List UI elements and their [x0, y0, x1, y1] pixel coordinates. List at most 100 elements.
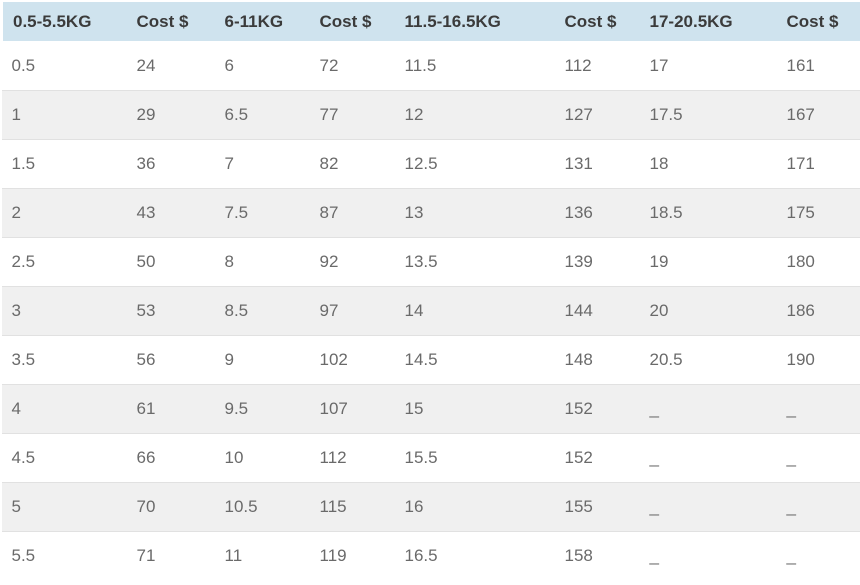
cost-cell: 61	[126, 384, 215, 434]
cost-cell: 119	[309, 531, 395, 580]
cost-cell: 112	[564, 56, 592, 75]
cost-cell: 87	[309, 188, 395, 238]
table-row: 2.5 50 8 92 13.5 139 19 180	[1, 237, 860, 287]
cost-cell: 92	[309, 237, 395, 287]
weight-cell: 2	[1, 188, 127, 238]
table-row: 4 61 9.5 107 15 152 _ _	[1, 384, 860, 434]
weight-cell: 13.5	[394, 237, 555, 287]
weight-cell: 16.5	[394, 531, 555, 580]
weight-cell: 0.5	[11, 56, 36, 75]
weight-cell: 13	[394, 188, 555, 238]
weight-cell: 4.5	[1, 433, 127, 483]
cost-cell: 112	[309, 433, 395, 483]
cost-cell: 102	[309, 335, 395, 385]
weight-cell: 6	[224, 56, 234, 75]
cost-cell: 136	[554, 188, 640, 238]
weight-cell: 20.5	[639, 335, 777, 385]
table-row: 4.5 66 10 112 15.5 152 _ _	[1, 433, 860, 483]
weight-cell: 15.5	[394, 433, 555, 483]
weight-cell: _	[639, 531, 777, 580]
cost-cell: 186	[776, 286, 860, 336]
cost-cell: 161	[786, 56, 815, 75]
weight-cell: 5.5	[1, 531, 127, 580]
weight-cell: 12.5	[394, 139, 555, 189]
cost-cell: 66	[126, 433, 215, 483]
cost-column-header: Cost $	[776, 0, 860, 42]
weight-cell: 14.5	[394, 335, 555, 385]
weight-cell: 7.5	[214, 188, 310, 238]
cost-cell: 97	[309, 286, 395, 336]
weight-cell: _	[639, 384, 777, 434]
table-row: 0.5 24 6 72 11.5 112 17 161	[2, 42, 860, 91]
cost-cell: 70	[126, 482, 215, 532]
weight-cell: _	[639, 433, 777, 483]
cost-column-header: Cost $	[126, 0, 215, 42]
cost-cell: 29	[126, 90, 215, 140]
cost-cell: 56	[126, 335, 215, 385]
weight-cell: 4	[1, 384, 127, 434]
table-row: 3.5 56 9 102 14.5 148 20.5 190	[1, 335, 860, 385]
weight-cell: 1.5	[1, 139, 127, 189]
weight-cell: 9.5	[214, 384, 310, 434]
weight-cell: 14	[394, 286, 555, 336]
cost-cell: 152	[554, 384, 640, 434]
weight-cell: _	[639, 482, 777, 532]
weight-range-column-header: 6-11KG	[214, 0, 310, 42]
table-row: 1 29 6.5 77 12 127 17.5 167	[1, 90, 860, 140]
cost-cell: 175	[776, 188, 860, 238]
cost-cell: 139	[554, 237, 640, 287]
cost-cell: 167	[776, 90, 860, 140]
cost-cell: 107	[309, 384, 395, 434]
weight-cell: 17.5	[639, 90, 777, 140]
cost-cell: 24	[136, 56, 156, 75]
weight-cell: 6.5	[214, 90, 310, 140]
weight-cell: 3.5	[1, 335, 127, 385]
cost-column-header: Cost $	[554, 0, 640, 42]
cost-cell: 77	[309, 90, 395, 140]
cost-cell: 53	[126, 286, 215, 336]
weight-cell: 1	[1, 90, 127, 140]
weight-cell: 2.5	[1, 237, 127, 287]
cost-cell: 152	[554, 433, 640, 483]
weight-cell: 18.5	[639, 188, 777, 238]
weight-range-column-header: 11.5-16.5KG	[394, 0, 555, 42]
weight-cell: 10.5	[214, 482, 310, 532]
weight-cell: 17	[649, 56, 669, 75]
weight-cell: 18	[639, 139, 777, 189]
table-row: 5 70 10.5 115 16 155 _ _	[1, 482, 860, 532]
cost-cell: 131	[554, 139, 640, 189]
weight-cell: 20	[639, 286, 777, 336]
weight-cell: 7	[214, 139, 310, 189]
cost-cell: 50	[126, 237, 215, 287]
cost-cell: 115	[309, 482, 395, 532]
cost-cell: 71	[126, 531, 215, 580]
cost-cell: 171	[776, 139, 860, 189]
weight-cell: 10	[214, 433, 310, 483]
weight-cell: 16	[394, 482, 555, 532]
cost-cell: 36	[126, 139, 215, 189]
cost-cell: 127	[554, 90, 640, 140]
weight-range-column-header: 0.5-5.5KG	[0, 0, 127, 42]
table-header: 0.5-5.5KG Cost $6-11KG Cost $11.5-16.5KG Co…	[0, 0, 860, 42]
weight-cell: 15	[394, 384, 555, 434]
cost-cell: 43	[126, 188, 215, 238]
weight-cell: 19	[639, 237, 777, 287]
weight-cell: 9	[214, 335, 310, 385]
weight-cell: 12	[394, 90, 555, 140]
cost-cell: _	[776, 433, 860, 483]
cost-cell: _	[776, 482, 860, 532]
cost-cell: 144	[554, 286, 640, 336]
header-row: 0.5-5.5KG Cost $6-11KG Cost $11.5-16.5KG Co…	[0, 0, 860, 42]
cost-cell: _	[776, 384, 860, 434]
weight-cell: 8.5	[214, 286, 310, 336]
weight-cell: 11	[214, 531, 310, 580]
table-row: 3 53 8.5 97 14 144 20 186	[1, 286, 860, 336]
weight-cell: 3	[1, 286, 127, 336]
table-row: 1.5 36 7 82 12.5 131 18 171	[1, 139, 860, 189]
cost-cell: 158	[554, 531, 640, 580]
weight-cell: 11.5	[404, 56, 437, 75]
cost-cell: 72	[319, 56, 339, 75]
cost-cell: 155	[554, 482, 640, 532]
cost-cell: 82	[309, 139, 395, 189]
